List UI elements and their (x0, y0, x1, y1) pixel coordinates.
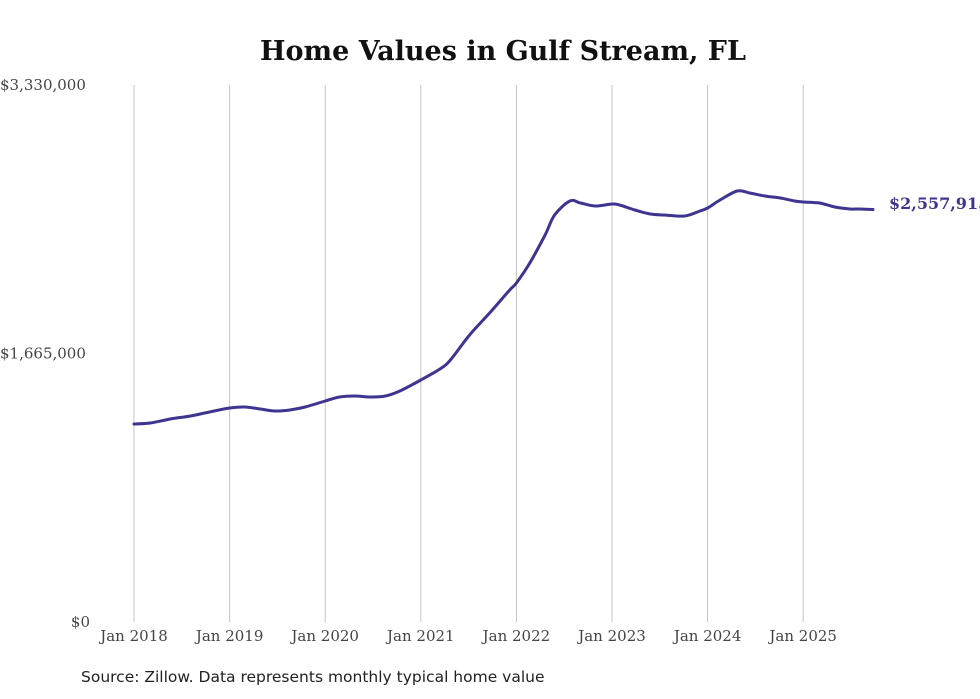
y-tick-label: $0 (71, 613, 90, 631)
x-tick-label: Jan 2023 (576, 627, 646, 645)
y-tick-label: $3,330,000 (0, 76, 86, 94)
chart-title: Home Values in Gulf Stream, FL (260, 36, 746, 67)
end-value-label: $2,557,915 (889, 194, 980, 213)
x-axis: Jan 2018 Jan 2019 Jan 2020 Jan 2021 Jan 2022… (98, 627, 837, 645)
x-tick-label: Jan 2022 (481, 627, 551, 645)
x-tick-label: Jan 2021 (385, 627, 455, 645)
source-note: Source: Zillow. Data represents monthly … (81, 668, 545, 686)
x-tick-label: Jan 2024 (672, 627, 742, 645)
series-layer (132, 189, 875, 426)
y-axis: $0 $1,665,000 $3,330,000 (0, 76, 90, 631)
y-tick-label: $1,665,000 (0, 345, 86, 363)
x-tick-label: Jan 2019 (194, 627, 264, 645)
gridlines (133, 85, 804, 622)
x-tick-label: Jan 2020 (289, 627, 359, 645)
x-tick-label: Jan 2018 (98, 627, 168, 645)
series-line (132, 189, 875, 426)
x-tick-label: Jan 2025 (767, 627, 837, 645)
